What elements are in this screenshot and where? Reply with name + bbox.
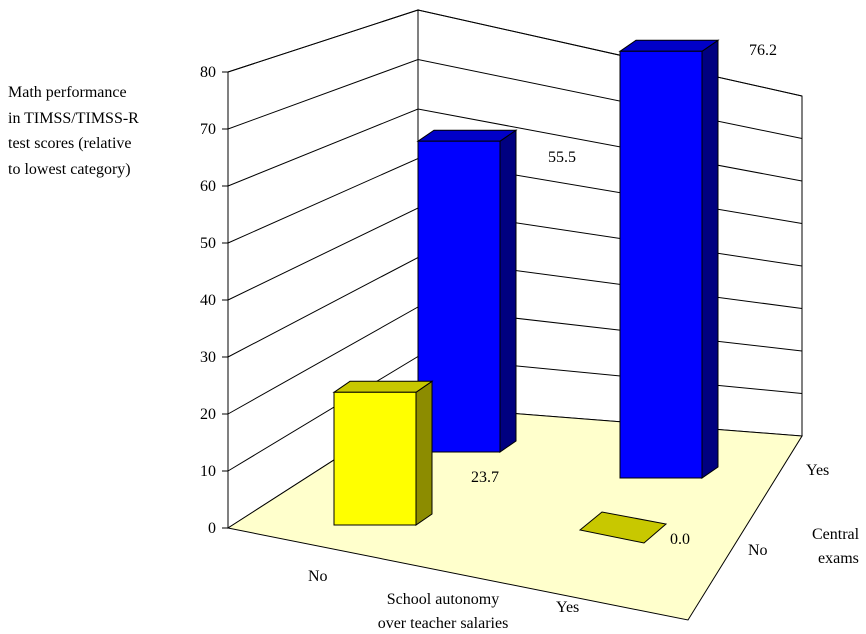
bar-yes-no-top [416, 129, 518, 142]
y-axis-label-line-2: in TIMSS/TIMSS-R [8, 110, 139, 127]
x-axis-title-line-2: over teacher salaries [378, 615, 509, 632]
y-tick-label-70: 70 [200, 121, 216, 138]
y-tick-label-60: 60 [200, 178, 216, 195]
bar-yes-yes [618, 39, 720, 479]
bar-no-no-top [332, 380, 434, 393]
data-label-yes-no: 55.5 [548, 149, 576, 166]
data-label-no-yes: 0.0 [670, 531, 690, 548]
y-tick-label-50: 50 [200, 235, 216, 252]
y-axis-ticks: 0 10 20 30 40 50 60 70 80 [200, 64, 228, 537]
x-category-no: No [308, 568, 328, 585]
y-axis-label-line-3: test scores (relative [8, 135, 132, 152]
y-tick-label-10: 10 [200, 463, 216, 480]
y-tick-label-80: 80 [200, 64, 216, 81]
y-tick-label-20: 20 [200, 406, 216, 423]
bar-no-yes [578, 511, 668, 544]
bar-no-no [332, 380, 434, 526]
data-label-no-no: 23.7 [471, 469, 499, 486]
y-tick-label-30: 30 [200, 349, 216, 366]
x-axis-title-line-1: School autonomy [387, 591, 499, 608]
y-tick-label-40: 40 [200, 292, 216, 309]
depth-category-no: No [748, 542, 768, 559]
bar-no-no-front [333, 391, 417, 526]
y-axis-label-line-1: Math performance [8, 84, 127, 101]
bar-yes-no-side [499, 129, 517, 453]
bar-yes-yes-front [619, 50, 703, 479]
bar-yes-yes-top [618, 39, 720, 52]
bars [332, 39, 720, 544]
x-category-yes: Yes [556, 599, 579, 616]
bar-yes-yes-side [701, 39, 719, 479]
depth-category-yes: Yes [806, 462, 829, 479]
bar-no-no-side [415, 380, 433, 526]
depth-axis-title-line-2: exams [818, 550, 859, 567]
depth-axis-title-line-1: Central [812, 526, 860, 543]
y-tick-label-0: 0 [208, 520, 216, 537]
bar-yes-no [416, 129, 518, 453]
y-axis-label-line-4: to lowest category) [8, 161, 131, 178]
data-label-yes-yes: 76.2 [749, 42, 777, 59]
